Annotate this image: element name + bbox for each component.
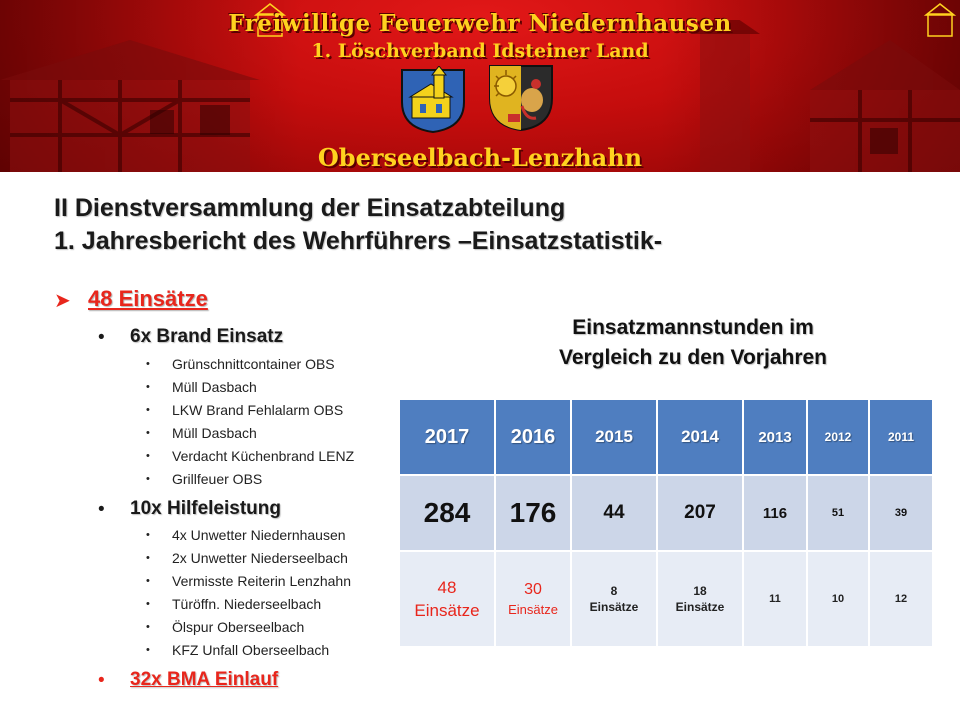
- hours-cell: 51: [808, 476, 868, 550]
- count-cell: 8 Einsätze: [572, 552, 656, 646]
- count-cell: 48 Einsätze: [400, 552, 494, 646]
- hours-cell: 116: [744, 476, 806, 550]
- list-item: 2x Unwetter Niederseelbach: [172, 550, 348, 566]
- header-banner: Freiwillige Feuerwehr Niedernhausen 1. L…: [0, 0, 960, 172]
- bullet-icon: •: [146, 575, 150, 587]
- page-title: II Dienstversammlung der Einsatzabteilun…: [54, 192, 934, 258]
- banner-subtitle: 1. Löschverband Idsteiner Land: [311, 40, 649, 62]
- stats-title: Einsatzmannstunden im Vergleich zu den V…: [500, 313, 886, 373]
- banner-photo-left: [0, 0, 300, 172]
- title-line-1: II Dienstversammlung der Einsatzabteilun…: [54, 194, 566, 222]
- bullet-icon: •: [146, 598, 150, 610]
- list-item: Grillfeuer OBS: [172, 471, 263, 487]
- hours-cell: 284: [400, 476, 494, 550]
- banner-place-name: Oberseelbach-Lenzhahn: [317, 143, 643, 172]
- hours-cell: 207: [658, 476, 742, 550]
- bullet-icon: •: [146, 404, 150, 416]
- group-label-assistance: 10x Hilfeleistung: [130, 498, 281, 519]
- bullet-icon: •: [146, 358, 150, 370]
- count-cell: 11: [744, 552, 806, 646]
- year-cell: 2013: [744, 400, 806, 474]
- hours-cell: 176: [496, 476, 570, 550]
- table-header-row: 2017 2016 2015 2014 2013 2012 2011: [400, 400, 932, 474]
- hours-cell: 44: [572, 476, 656, 550]
- bullet-icon: •: [98, 327, 105, 348]
- table-row-hours: 284 176 44 207 116 51 39: [400, 476, 932, 550]
- list-item: Verdacht Küchenbrand LENZ: [172, 448, 355, 464]
- bullet-icon: •: [146, 427, 150, 439]
- year-cell: 2012: [808, 400, 868, 474]
- stats-table: 2017 2016 2015 2014 2013 2012 2011 284 1…: [398, 398, 934, 648]
- count-cell: 12: [870, 552, 932, 646]
- arrow-bullet-icon: ➤: [54, 290, 71, 312]
- title-line-2: 1. Jahresbericht des Wehrführers –Einsat…: [54, 227, 663, 255]
- bullet-icon: •: [146, 552, 150, 564]
- bullet-icon: •: [146, 473, 150, 485]
- bullet-icon: •: [146, 644, 150, 656]
- count-cell: 30 Einsätze: [496, 552, 570, 646]
- list-item: Müll Dasbach: [172, 425, 257, 441]
- bullet-icon: •: [146, 529, 150, 541]
- list-item: Türöffn. Niederseelbach: [172, 596, 322, 612]
- summary-total: 48 Einsätze: [88, 286, 208, 311]
- village-emblem-left-icon: [253, 3, 287, 37]
- hours-cell: 39: [870, 476, 932, 550]
- banner-photo-right: [660, 0, 960, 172]
- church-crest-icon: [401, 66, 465, 134]
- banner-title: Freiwillige Feuerwehr Niedernhausen: [228, 10, 732, 37]
- year-cell: 2017: [400, 400, 494, 474]
- count-cell: 18 Einsätze: [658, 552, 742, 646]
- list-item: Grünschnittcontainer OBS: [172, 356, 335, 372]
- group-label-fire: 6x Brand Einsatz: [130, 326, 284, 347]
- stats-title-line-2: Vergleich zu den Vorjahren: [558, 346, 828, 369]
- stats-title-line-1: Einsatzmannstunden im: [572, 316, 814, 339]
- list-item: Müll Dasbach: [172, 379, 257, 395]
- list-item: 4x Unwetter Niedernhausen: [172, 527, 346, 543]
- year-cell: 2014: [658, 400, 742, 474]
- list-item: Vermisste Reiterin Lenzhahn: [172, 573, 351, 589]
- bullet-icon: •: [146, 381, 150, 393]
- table-row-counts: 48 Einsätze 30 Einsätze 8 Einsätze 18 Ei…: [400, 552, 932, 646]
- bullet-icon: •: [146, 621, 150, 633]
- village-emblem-right-icon: [923, 3, 957, 37]
- count-cell: 10: [808, 552, 868, 646]
- fire-station-house-image: [0, 40, 260, 172]
- bullet-icon: •: [98, 670, 105, 691]
- year-cell: 2011: [870, 400, 932, 474]
- year-cell: 2015: [572, 400, 656, 474]
- bullet-icon: •: [146, 450, 150, 462]
- group-label-bma: 32x BMA Einlauf: [130, 669, 279, 690]
- list-item: LKW Brand Fehlalarm OBS: [172, 402, 344, 418]
- bullet-icon: •: [98, 499, 105, 520]
- year-cell: 2016: [496, 400, 570, 474]
- fire-station-tower-image: [690, 20, 960, 172]
- rooster-sun-crest-icon: [489, 65, 553, 132]
- list-item: KFZ Unfall Oberseelbach: [172, 642, 330, 658]
- list-item: Ölspur Oberseelbach: [172, 619, 305, 635]
